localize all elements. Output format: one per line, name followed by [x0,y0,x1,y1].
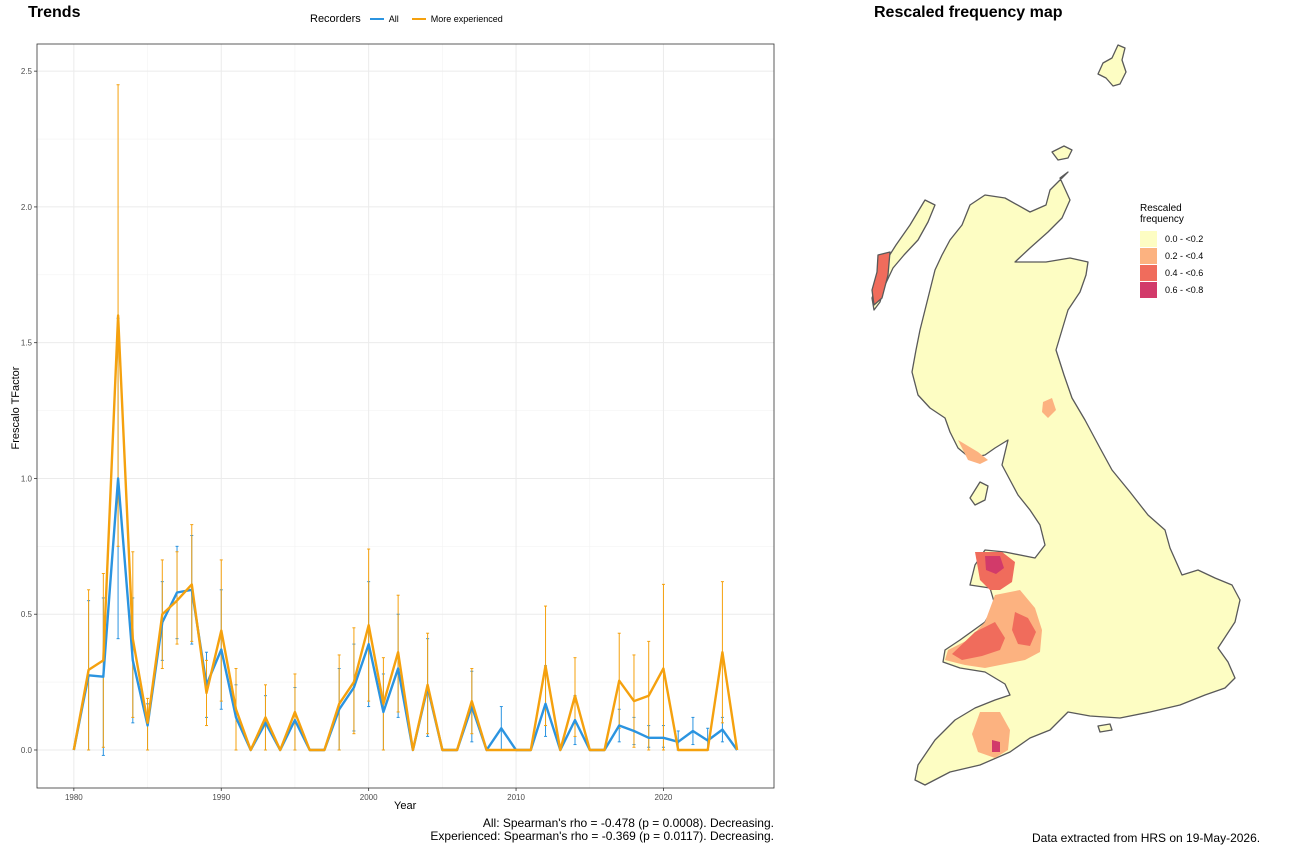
x-tick-label: 2020 [655,793,673,802]
map-legend-label: 0.2 - <0.4 [1165,250,1204,261]
map-legend-row: 0.4 - <0.6 [1140,264,1203,281]
isle-of-man [969,481,989,506]
y-tick-label: 1.0 [21,474,33,483]
isle-of-wight [1097,723,1113,733]
y-tick-label: 0.5 [21,610,33,619]
legend-swatch-all [369,18,384,20]
y-tick-label: 2.5 [21,67,33,76]
x-axis-label: Year [394,800,417,812]
map-legend-swatch [1140,230,1157,247]
trend-caption: All: Spearman's rho = -0.478 (p = 0.0008… [430,817,774,843]
trend-chart: 0.0 0.5 1.0 1.5 2.0 2.5 1980 1990 2000 2010 2020 [21,43,775,802]
map-legend-label: 0.6 - <0.8 [1165,284,1204,295]
map-legend: Rescaled frequency 0.0 - <0.2 0.2 - <0.4… [1140,203,1203,298]
devon-core [992,740,1000,752]
uk-map [871,44,1241,786]
outer-hebrides [871,199,936,311]
series-line-experienced [72,314,739,752]
map-legend-title-2: frequency [1140,214,1184,225]
map-legend-row: 0.6 - <0.8 [1140,281,1203,298]
y-tick-label: 0.0 [21,746,33,755]
trends-title: Trends [28,4,81,21]
plot-border [36,43,775,789]
morecambe-patch [958,440,988,464]
map-legend-swatch [1140,281,1157,298]
map-title: Rescaled frequency map [874,4,1063,21]
lake-district-patch [1042,398,1056,418]
map-legend-swatch [1140,264,1157,281]
y-tick-label: 2.0 [21,203,33,212]
map-legend-swatch [1140,247,1157,264]
north-wales-core [985,556,1004,574]
map-legend-label: 0.4 - <0.6 [1165,267,1204,278]
caption-all: All: Spearman's rho = -0.478 (p = 0.0008… [482,816,774,830]
shetland-island [1097,44,1127,87]
x-tick-label: 1990 [212,793,230,802]
hebrides-recording-patch [871,251,891,306]
orkney-island [1051,145,1073,161]
legend-label-experienced: More experienced [430,14,503,24]
y-axis-label: Frescalo TFactor [10,366,22,450]
legend-title: Recorders [310,13,361,25]
welsh-borders-core [1012,612,1036,646]
legend-label-all: All [388,14,399,24]
x-tick-label: 2010 [507,793,525,802]
map-legend-row: 0.2 - <0.4 [1140,247,1203,264]
caption-experienced: Experienced: Spearman's rho = -0.369 (p … [430,829,774,843]
y-tick-label: 1.5 [21,339,33,348]
map-legend-label: 0.0 - <0.2 [1165,233,1204,244]
trends-legend: Recorders All More experienced [310,13,503,25]
legend-swatch-experienced [411,18,426,20]
x-tick-label: 1980 [65,793,83,802]
x-tick-label: 2000 [360,793,378,802]
map-footer: Data extracted from HRS on 19-May-2026. [1032,831,1261,845]
devon-patch [972,712,1010,758]
map-legend-title-1: Rescaled [1140,203,1182,214]
map-legend-row: 0.0 - <0.2 [1140,230,1203,247]
mid-wales-core [952,622,1005,660]
